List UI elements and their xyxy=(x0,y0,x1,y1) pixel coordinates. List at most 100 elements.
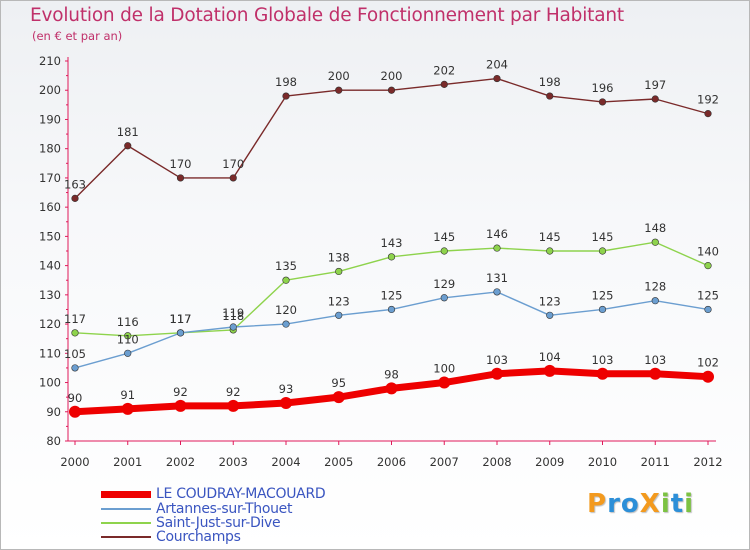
x-tick-label: 2000 xyxy=(60,455,89,469)
data-label: 135 xyxy=(275,259,297,273)
data-label: 102 xyxy=(697,356,719,370)
data-label: 145 xyxy=(592,230,614,244)
y-tick-label: 180 xyxy=(39,142,61,156)
legend-item: Artannes-sur-Thouet xyxy=(101,501,293,517)
data-label: 163 xyxy=(64,177,86,191)
data-label: 123 xyxy=(328,294,350,308)
legend-label: Courchamps xyxy=(156,529,241,545)
legend-swatch-coudray xyxy=(101,490,151,498)
data-label: 118 xyxy=(222,309,244,323)
data-label: 125 xyxy=(381,288,403,302)
data-label: 170 xyxy=(170,157,192,171)
y-tick-label: 170 xyxy=(39,171,61,185)
data-label: 170 xyxy=(222,157,244,171)
x-tick-label: 2004 xyxy=(271,455,300,469)
data-label: 110 xyxy=(117,332,139,346)
data-label: 200 xyxy=(328,69,350,83)
logo-letter: o xyxy=(620,489,640,519)
data-point xyxy=(229,174,237,182)
y-tick-label: 140 xyxy=(39,259,61,273)
data-point xyxy=(651,95,659,103)
data-point xyxy=(227,399,240,412)
data-point xyxy=(282,276,290,284)
data-point xyxy=(440,247,448,255)
data-label: 98 xyxy=(384,367,399,381)
data-point xyxy=(282,320,290,328)
data-point xyxy=(121,402,134,415)
data-point xyxy=(651,297,659,305)
data-label: 138 xyxy=(328,250,350,264)
data-point xyxy=(702,370,714,383)
legend-item: LE COUDRAY-MACOUARD xyxy=(101,486,326,502)
legend-label: Artannes-sur-Thouet xyxy=(156,501,293,517)
data-point xyxy=(71,194,79,202)
data-point xyxy=(598,305,607,314)
legend-item: Courchamps xyxy=(101,529,241,545)
logo-letter: r xyxy=(607,489,621,519)
x-tick-label: 2011 xyxy=(641,455,670,469)
data-label: 92 xyxy=(173,385,188,399)
data-point xyxy=(438,376,451,389)
y-tick-label: 150 xyxy=(39,229,61,243)
chart-subtitle: (en € et par an) xyxy=(32,29,123,43)
y-tick-label: 90 xyxy=(46,405,61,419)
data-point xyxy=(387,253,396,261)
data-point xyxy=(704,305,712,314)
data-point xyxy=(651,238,659,246)
data-label: 117 xyxy=(170,312,192,326)
data-label: 116 xyxy=(117,315,139,329)
data-label: 131 xyxy=(486,271,508,285)
data-point xyxy=(546,247,554,255)
data-label: 128 xyxy=(644,280,666,294)
data-point xyxy=(387,305,396,314)
data-point xyxy=(440,80,448,88)
x-tick-label: 2006 xyxy=(377,455,406,469)
y-tick-label: 190 xyxy=(39,112,61,126)
data-point xyxy=(124,332,132,340)
data-label: 105 xyxy=(64,347,86,361)
y-tick-label: 80 xyxy=(46,434,61,448)
data-label: 103 xyxy=(486,353,508,367)
data-point xyxy=(335,311,343,319)
data-point xyxy=(493,74,501,83)
data-point xyxy=(332,391,345,404)
chart-title: Evolution de la Dotation Globale de Fonc… xyxy=(30,5,624,26)
legend-item: Saint-Just-sur-Dive xyxy=(101,515,281,531)
data-label: 198 xyxy=(539,75,561,89)
data-label: 90 xyxy=(68,391,83,405)
data-point xyxy=(546,92,554,100)
legend-label: Saint-Just-sur-Dive xyxy=(156,515,281,531)
data-point xyxy=(387,86,396,94)
data-point xyxy=(596,367,609,380)
data-point xyxy=(69,405,81,418)
data-point xyxy=(546,311,554,319)
data-point xyxy=(493,288,501,296)
x-tick-label: 2010 xyxy=(588,455,617,469)
data-point xyxy=(174,399,187,412)
y-tick-label: 130 xyxy=(39,288,61,302)
data-label: 100 xyxy=(433,362,455,376)
data-point xyxy=(176,329,185,337)
data-point xyxy=(649,367,662,380)
x-tick-label: 2009 xyxy=(535,455,564,469)
data-label: 103 xyxy=(644,353,666,367)
data-point xyxy=(71,364,79,372)
logo-letter: X xyxy=(639,489,661,519)
data-label: 103 xyxy=(592,353,614,367)
data-label: 92 xyxy=(226,385,241,399)
data-label: 192 xyxy=(697,93,719,107)
data-label: 197 xyxy=(644,78,666,92)
data-label: 95 xyxy=(331,376,346,390)
x-tick-label: 2008 xyxy=(482,455,511,469)
data-label: 123 xyxy=(539,294,561,308)
x-tick-label: 2002 xyxy=(166,455,195,469)
data-label: 202 xyxy=(433,63,455,77)
proxiti-logo: ProXiti xyxy=(587,489,694,519)
y-tick-label: 200 xyxy=(39,83,61,97)
data-point xyxy=(71,329,79,337)
data-point xyxy=(704,262,712,270)
data-point xyxy=(598,98,607,106)
legend-label: LE COUDRAY-MACOUARD xyxy=(156,486,326,502)
